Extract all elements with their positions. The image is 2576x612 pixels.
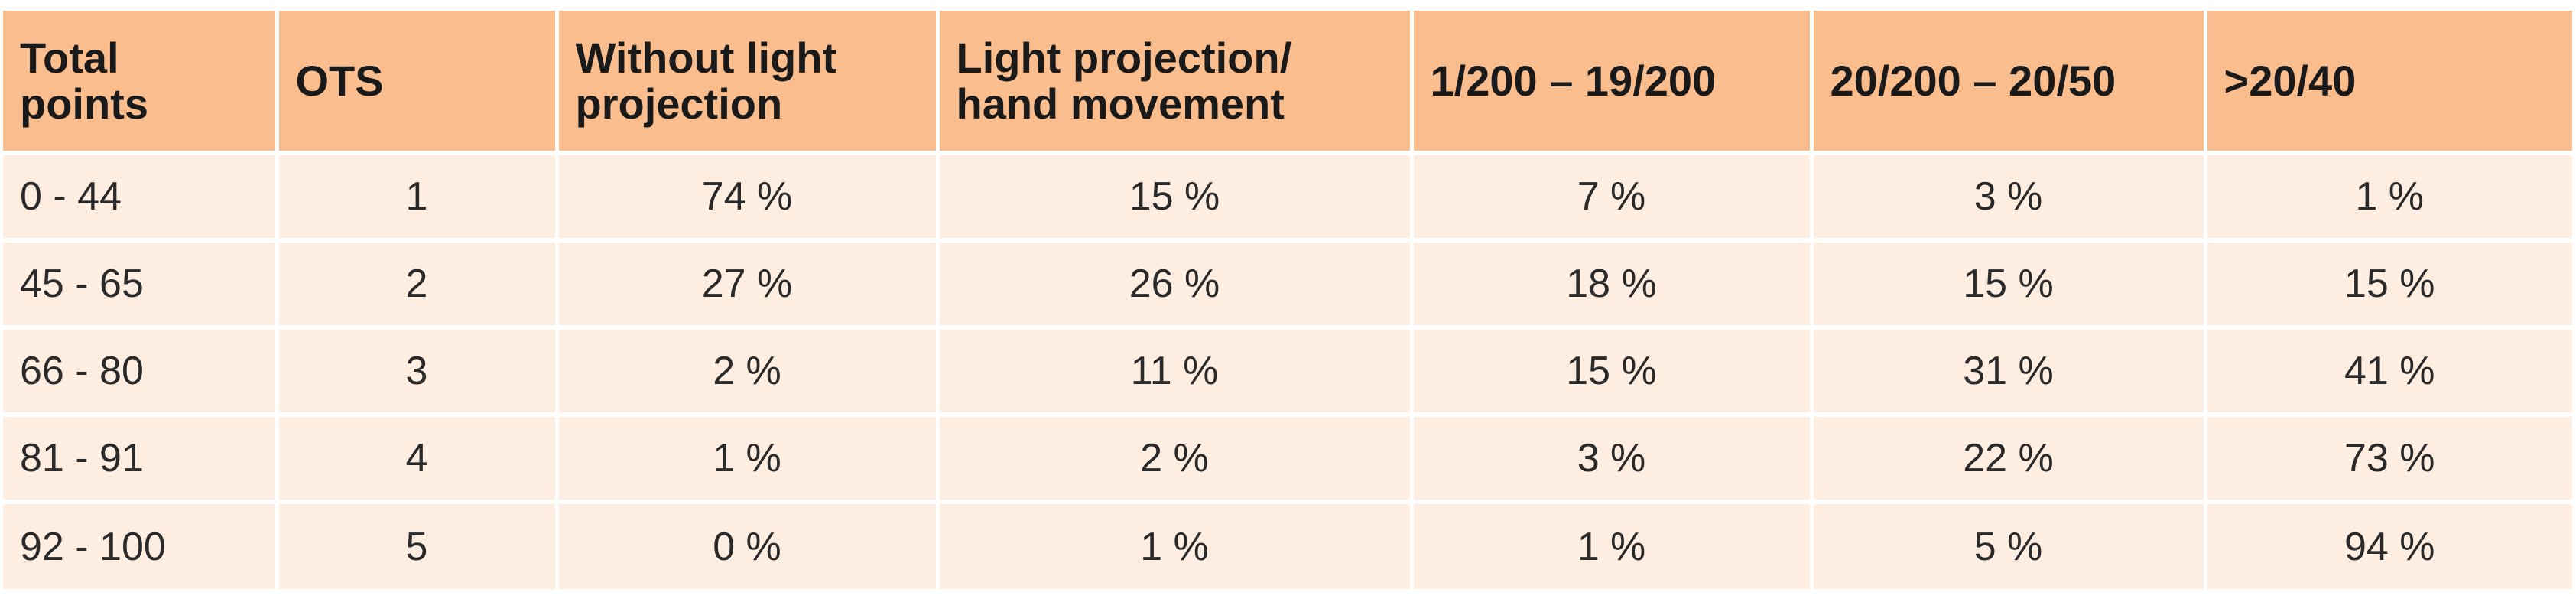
cell-light-projection-hand-movement: 1 % [937,502,1414,589]
cell-better-than-20-40: 41 % [2205,327,2572,417]
table-header: Total points OTS Without light projectio… [3,11,2572,153]
header-ots: OTS [277,11,559,153]
header-row: Total points OTS Without light projectio… [3,11,2572,153]
cell-total-points: 66 - 80 [3,327,279,417]
cell-without-light-projection: 27 % [557,240,940,330]
header-total-points: Total points [3,11,279,153]
table-row: 45 - 65 2 27 % 26 % 18 % 15 % 15 % [3,240,2572,330]
cell-without-light-projection: 74 % [557,153,940,243]
cell-20-200-to-20-50: 3 % [1811,153,2207,243]
cell-light-projection-hand-movement: 11 % [937,327,1414,417]
cell-20-200-to-20-50: 5 % [1811,502,2207,589]
cell-better-than-20-40: 73 % [2205,415,2572,504]
ots-visual-outcome-table: Total points OTS Without light projectio… [3,11,2572,589]
table-body: 0 - 44 1 74 % 15 % 7 % 3 % 1 % 45 - 65 2… [3,153,2572,589]
cell-1-200-to-19-200: 1 % [1411,502,1814,589]
header-20-200-to-20-50: 20/200 – 20/50 [1811,11,2207,153]
cell-ots: 3 [277,327,559,417]
cell-total-points: 45 - 65 [3,240,279,330]
cell-without-light-projection: 0 % [557,502,940,589]
table-row: 0 - 44 1 74 % 15 % 7 % 3 % 1 % [3,153,2572,243]
cell-light-projection-hand-movement: 15 % [937,153,1414,243]
header-1-200-to-19-200: 1/200 – 19/200 [1411,11,1814,153]
cell-1-200-to-19-200: 18 % [1411,240,1814,330]
header-better-than-20-40: >20/40 [2205,11,2572,153]
cell-better-than-20-40: 15 % [2205,240,2572,330]
cell-ots: 4 [277,415,559,504]
header-without-light-projection: Without light projection [557,11,940,153]
cell-better-than-20-40: 94 % [2205,502,2572,589]
cell-20-200-to-20-50: 22 % [1811,415,2207,504]
cell-total-points: 0 - 44 [3,153,279,243]
cell-1-200-to-19-200: 15 % [1411,327,1814,417]
cell-without-light-projection: 1 % [557,415,940,504]
cell-1-200-to-19-200: 7 % [1411,153,1814,243]
cell-light-projection-hand-movement: 26 % [937,240,1414,330]
header-light-projection-hand-movement: Light projection/ hand movement [937,11,1414,153]
cell-ots: 1 [277,153,559,243]
cell-1-200-to-19-200: 3 % [1411,415,1814,504]
cell-20-200-to-20-50: 31 % [1811,327,2207,417]
cell-better-than-20-40: 1 % [2205,153,2572,243]
table-row: 92 - 100 5 0 % 1 % 1 % 5 % 94 % [3,502,2572,589]
ots-table-container: Total points OTS Without light projectio… [3,11,2572,589]
cell-ots: 5 [277,502,559,589]
table-row: 81 - 91 4 1 % 2 % 3 % 22 % 73 % [3,415,2572,504]
table-row: 66 - 80 3 2 % 11 % 15 % 31 % 41 % [3,327,2572,417]
cell-ots: 2 [277,240,559,330]
cell-light-projection-hand-movement: 2 % [937,415,1414,504]
cell-total-points: 81 - 91 [3,415,279,504]
cell-without-light-projection: 2 % [557,327,940,417]
cell-total-points: 92 - 100 [3,502,279,589]
cell-20-200-to-20-50: 15 % [1811,240,2207,330]
